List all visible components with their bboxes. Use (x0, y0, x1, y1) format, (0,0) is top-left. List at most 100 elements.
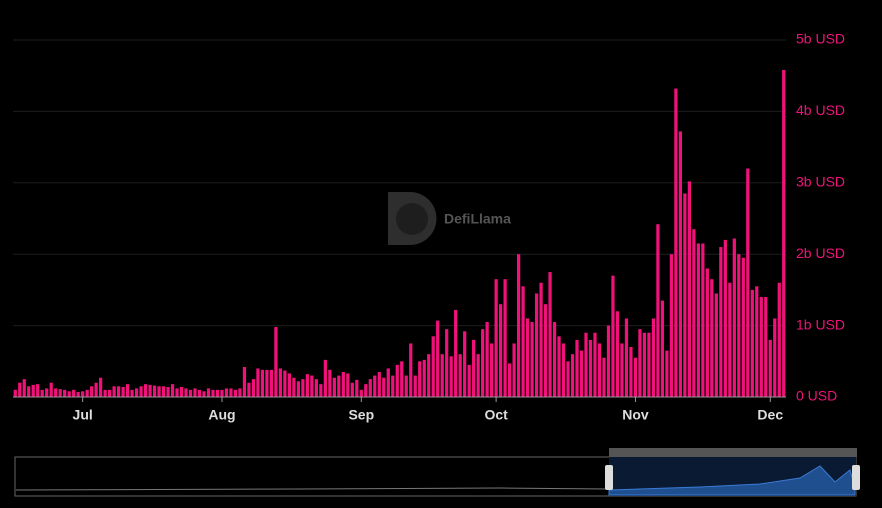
bar (197, 389, 202, 397)
bar (746, 168, 750, 397)
bar (436, 320, 440, 397)
bar (723, 239, 727, 397)
bar (714, 293, 718, 397)
bar (202, 391, 206, 397)
bar (525, 318, 530, 397)
bar (692, 229, 696, 397)
bar (584, 332, 588, 397)
bar (364, 384, 368, 397)
navigator-handle[interactable] (852, 465, 860, 490)
bar (260, 369, 265, 397)
navigator (14, 448, 860, 497)
bar (220, 389, 224, 397)
y-tick-label: 3b USD (796, 174, 845, 190)
bar (481, 329, 485, 397)
bar (427, 354, 431, 397)
bar (490, 343, 494, 397)
bar (773, 318, 777, 397)
bar (296, 381, 300, 397)
bar (539, 282, 543, 397)
navigator-line (15, 487, 610, 491)
bar (755, 286, 759, 397)
bar (22, 379, 26, 397)
bar (179, 387, 184, 397)
y-tick-label: 5b USD (796, 31, 845, 47)
navigator-area (608, 465, 856, 496)
bar (512, 343, 516, 397)
bar (81, 391, 85, 397)
bar (206, 388, 211, 397)
bar (269, 369, 274, 397)
bar (31, 384, 35, 397)
bar (413, 375, 417, 397)
bar (341, 372, 345, 397)
bar (642, 332, 647, 397)
bar (134, 388, 139, 397)
bar (557, 336, 561, 397)
bar (310, 375, 314, 397)
bar (665, 350, 669, 397)
bar (287, 373, 292, 397)
bar (18, 382, 22, 397)
bar (575, 339, 579, 397)
bar (467, 364, 471, 397)
bar (112, 386, 116, 397)
bar (440, 354, 444, 397)
bar (728, 282, 732, 397)
bar (251, 379, 256, 397)
bar (152, 385, 157, 397)
bar (521, 286, 525, 397)
bar (561, 343, 566, 397)
bar (674, 88, 678, 397)
bar (125, 384, 130, 397)
bar (346, 373, 350, 397)
bar (45, 388, 49, 397)
bar (63, 389, 67, 397)
bar (233, 389, 238, 397)
bar (759, 297, 763, 397)
y-tick-label: 4b USD (796, 102, 845, 118)
bar (418, 361, 422, 397)
bar (40, 389, 44, 397)
bar (633, 357, 638, 397)
bar (350, 382, 354, 397)
navigator-handle[interactable] (605, 465, 613, 490)
bar (458, 354, 462, 397)
x-tick-label: Dec (757, 407, 783, 423)
bar (588, 339, 593, 397)
bar (445, 329, 449, 397)
bar (108, 389, 112, 397)
bar (422, 359, 426, 397)
bar (615, 311, 620, 397)
bar (782, 69, 786, 397)
bar (382, 377, 386, 397)
bar (265, 369, 269, 397)
bar (121, 387, 125, 397)
watermark-logo-inner (396, 203, 428, 235)
x-tick-label: Sep (348, 407, 374, 423)
bar (332, 377, 336, 397)
bar (355, 379, 359, 397)
bar (58, 389, 62, 397)
bar (507, 363, 512, 397)
bar (683, 193, 687, 397)
bar (543, 304, 548, 397)
bar (431, 336, 435, 397)
bar (701, 243, 705, 397)
bar (606, 325, 611, 397)
bar (85, 389, 89, 397)
bar (391, 375, 395, 397)
bar (148, 384, 152, 397)
bar (67, 391, 71, 397)
bar (768, 339, 772, 397)
bar (242, 367, 247, 397)
x-tick-label: Oct (484, 407, 508, 423)
bar (602, 357, 606, 397)
bar (651, 318, 656, 397)
bar (211, 389, 215, 397)
bar (552, 322, 557, 397)
bar (319, 384, 323, 397)
navigator-bar[interactable] (609, 448, 857, 457)
bar (166, 387, 170, 397)
